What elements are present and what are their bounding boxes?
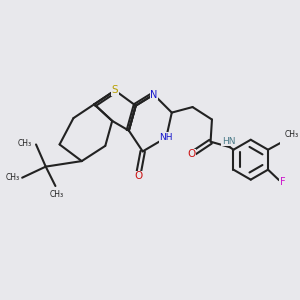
Text: O: O <box>134 171 143 181</box>
Text: S: S <box>112 85 118 95</box>
Text: CH₃: CH₃ <box>18 139 32 148</box>
Text: CH₃: CH₃ <box>285 130 299 139</box>
Text: F: F <box>280 177 285 187</box>
Text: N: N <box>150 90 158 100</box>
Text: NH: NH <box>160 133 173 142</box>
Text: HN: HN <box>222 136 235 146</box>
Text: O: O <box>187 149 195 159</box>
Text: CH₃: CH₃ <box>6 173 20 182</box>
Text: CH₃: CH₃ <box>50 190 64 199</box>
